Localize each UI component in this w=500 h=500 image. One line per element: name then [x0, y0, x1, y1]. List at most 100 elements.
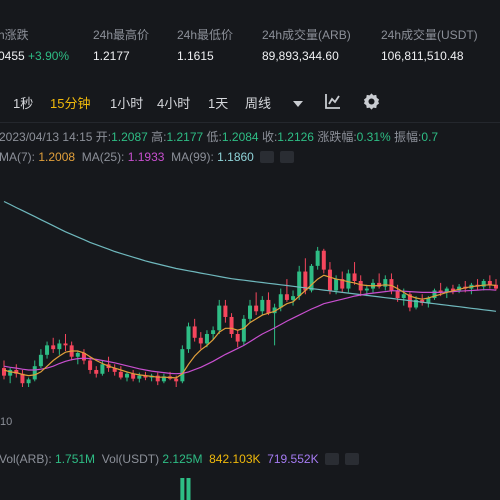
candle-body [340, 279, 345, 289]
candle-body [494, 284, 498, 289]
vol-usdt-value: 2.125M [162, 452, 203, 466]
candle-body [229, 316, 234, 334]
stat-24h-high: 24h最高价 1.2177 [93, 26, 149, 63]
ma-settings-icon[interactable] [279, 151, 294, 163]
candle-body [438, 290, 443, 293]
candle-body [125, 373, 129, 378]
candle-body [420, 299, 425, 303]
high-label: 高: [151, 130, 167, 144]
open-label: 开: [95, 130, 112, 144]
ma99-value: 1.1860 [217, 150, 254, 164]
interval-4h[interactable]: 4小时 [157, 96, 191, 111]
vol-visibility-toggle-icon[interactable] [324, 453, 339, 465]
candle-body [94, 369, 99, 374]
candle-body [118, 371, 123, 378]
interval-1d[interactable]: 1天 [208, 96, 229, 111]
candle-body [174, 378, 179, 382]
candle-body [278, 294, 283, 308]
candle-body [291, 296, 296, 300]
candle-body [235, 334, 240, 342]
ma25-value: 1.1933 [127, 150, 165, 164]
candle-body [450, 288, 455, 291]
candle-body [186, 326, 191, 350]
candle-body [32, 366, 37, 380]
candle-body [352, 273, 357, 281]
amplitude-label: 振幅: [394, 130, 422, 144]
candle-body [217, 305, 222, 331]
candle-body [327, 269, 332, 291]
candle-body [358, 281, 363, 291]
candle-body [8, 369, 13, 376]
candle-body [223, 305, 228, 317]
candle-body [364, 288, 369, 291]
vol-ma-2-value: 719.552K [267, 452, 319, 466]
candle-body [51, 345, 56, 350]
ma-legend: MA(7): 1.2008 MA(25): 1.1933 MA(99): 1.1… [0, 150, 294, 164]
gear-icon[interactable] [362, 92, 381, 116]
candle-body [161, 376, 166, 382]
volume-bar [180, 478, 185, 500]
high-value: 1.2177 [166, 130, 204, 144]
ma99-label: MA(99): [171, 150, 214, 164]
candle-body [14, 369, 19, 374]
candle-body [487, 281, 492, 285]
low-value: 1.2084 [221, 130, 259, 144]
ma7-line [3, 274, 497, 379]
chart-indicator-icon[interactable] [324, 92, 342, 115]
candle-body [266, 299, 271, 314]
ma-visibility-toggle-icon[interactable] [259, 151, 274, 163]
caret-down-icon[interactable] [292, 96, 304, 114]
candle-body [26, 379, 31, 384]
ma25-line [3, 289, 497, 375]
change-label: 涨跌幅: [317, 130, 357, 144]
candle-body [100, 364, 105, 374]
candle-body [57, 343, 62, 350]
candle-body [180, 349, 185, 382]
candle-body [38, 354, 43, 367]
candle-body [75, 352, 80, 357]
stat-value: 106,811,510.48 [381, 49, 464, 63]
change-abs: 0455 [0, 49, 25, 63]
chart-toolbar: 1秒 15分钟 1小时 4小时 1天 周线 [0, 90, 500, 114]
candle-body [414, 299, 419, 308]
candle-body [383, 279, 388, 287]
amplitude-value: 0.7 [421, 130, 439, 144]
candle-body [309, 265, 314, 291]
candle-body [297, 271, 302, 297]
ohlc-info: 2023/04/13 14:15 开:1.2087 高:1.2177 低:1.2… [0, 128, 438, 145]
candle-body [334, 279, 339, 291]
market-stats: h涨跌 0455 +3.90% 24h最高价 1.2177 24h最低价 1.1… [0, 0, 500, 80]
interval-1h[interactable]: 1小时 [110, 96, 144, 111]
candle-body [131, 373, 136, 379]
candle-body [346, 273, 351, 289]
candle-body [241, 318, 246, 342]
candle-body [444, 288, 449, 293]
candle-body [112, 368, 117, 372]
vol-ma-1-value: 842.103K [209, 452, 261, 466]
vol-arb-value: 1.751M [55, 452, 96, 466]
candle-body [204, 334, 209, 344]
candle-body [248, 305, 252, 319]
toolbar-divider [0, 122, 500, 123]
candle-body [260, 299, 265, 312]
vol-settings-icon[interactable] [344, 453, 359, 465]
stat-24h-volume-arb: 24h成交量(ARB) 89,893,344.60 [262, 26, 351, 63]
candle-body [20, 373, 25, 384]
ma7-label: MA(7): [0, 150, 35, 164]
stat-label: 24h最低价 [177, 28, 234, 42]
candle-body [395, 290, 400, 299]
candle-body [63, 343, 68, 346]
interval-15m[interactable]: 15分钟 [50, 96, 91, 111]
candle-body [81, 352, 86, 361]
ma7-value: 1.2008 [38, 150, 76, 164]
candle-body [198, 337, 203, 344]
stat-24h-change: h涨跌 0455 +3.90% [0, 26, 69, 63]
change-pct: +3.90% [28, 49, 70, 63]
open-value: 1.2087 [111, 130, 148, 144]
stat-label: 24h成交量(ARB) [262, 28, 351, 42]
candle-body [155, 375, 160, 382]
interval-1s[interactable]: 1秒 [13, 96, 34, 111]
interval-week[interactable]: 周线 [245, 96, 272, 111]
stat-label: h涨跌 [0, 28, 29, 42]
